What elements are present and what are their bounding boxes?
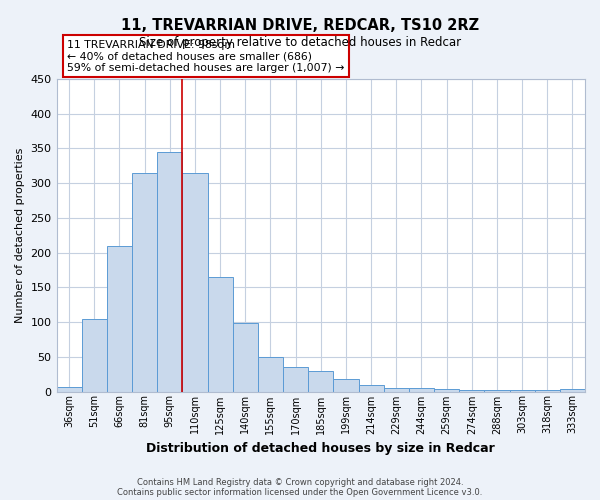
Text: Contains HM Land Registry data © Crown copyright and database right 2024.: Contains HM Land Registry data © Crown c… <box>137 478 463 487</box>
Text: 11 TREVARRIAN DRIVE: 98sqm
← 40% of detached houses are smaller (686)
59% of sem: 11 TREVARRIAN DRIVE: 98sqm ← 40% of deta… <box>67 40 344 72</box>
Bar <box>82 318 107 392</box>
Bar <box>182 173 208 392</box>
Bar <box>560 390 585 392</box>
Bar <box>409 388 434 392</box>
X-axis label: Distribution of detached houses by size in Redcar: Distribution of detached houses by size … <box>146 442 495 455</box>
Bar <box>359 384 383 392</box>
Bar <box>283 367 308 392</box>
Bar <box>56 388 82 392</box>
Bar <box>208 277 233 392</box>
Bar <box>107 246 132 392</box>
Bar <box>258 357 283 392</box>
Bar <box>308 370 334 392</box>
Bar <box>509 390 535 392</box>
Text: 11, TREVARRIAN DRIVE, REDCAR, TS10 2RZ: 11, TREVARRIAN DRIVE, REDCAR, TS10 2RZ <box>121 18 479 32</box>
Bar <box>157 152 182 392</box>
Bar <box>334 379 359 392</box>
Bar <box>132 173 157 392</box>
Text: Contains public sector information licensed under the Open Government Licence v3: Contains public sector information licen… <box>118 488 482 497</box>
Bar <box>434 388 459 392</box>
Bar <box>535 390 560 392</box>
Bar <box>383 388 409 392</box>
Bar <box>459 390 484 392</box>
Y-axis label: Number of detached properties: Number of detached properties <box>15 148 25 323</box>
Bar <box>233 324 258 392</box>
Bar <box>484 390 509 392</box>
Text: Size of property relative to detached houses in Redcar: Size of property relative to detached ho… <box>139 36 461 49</box>
